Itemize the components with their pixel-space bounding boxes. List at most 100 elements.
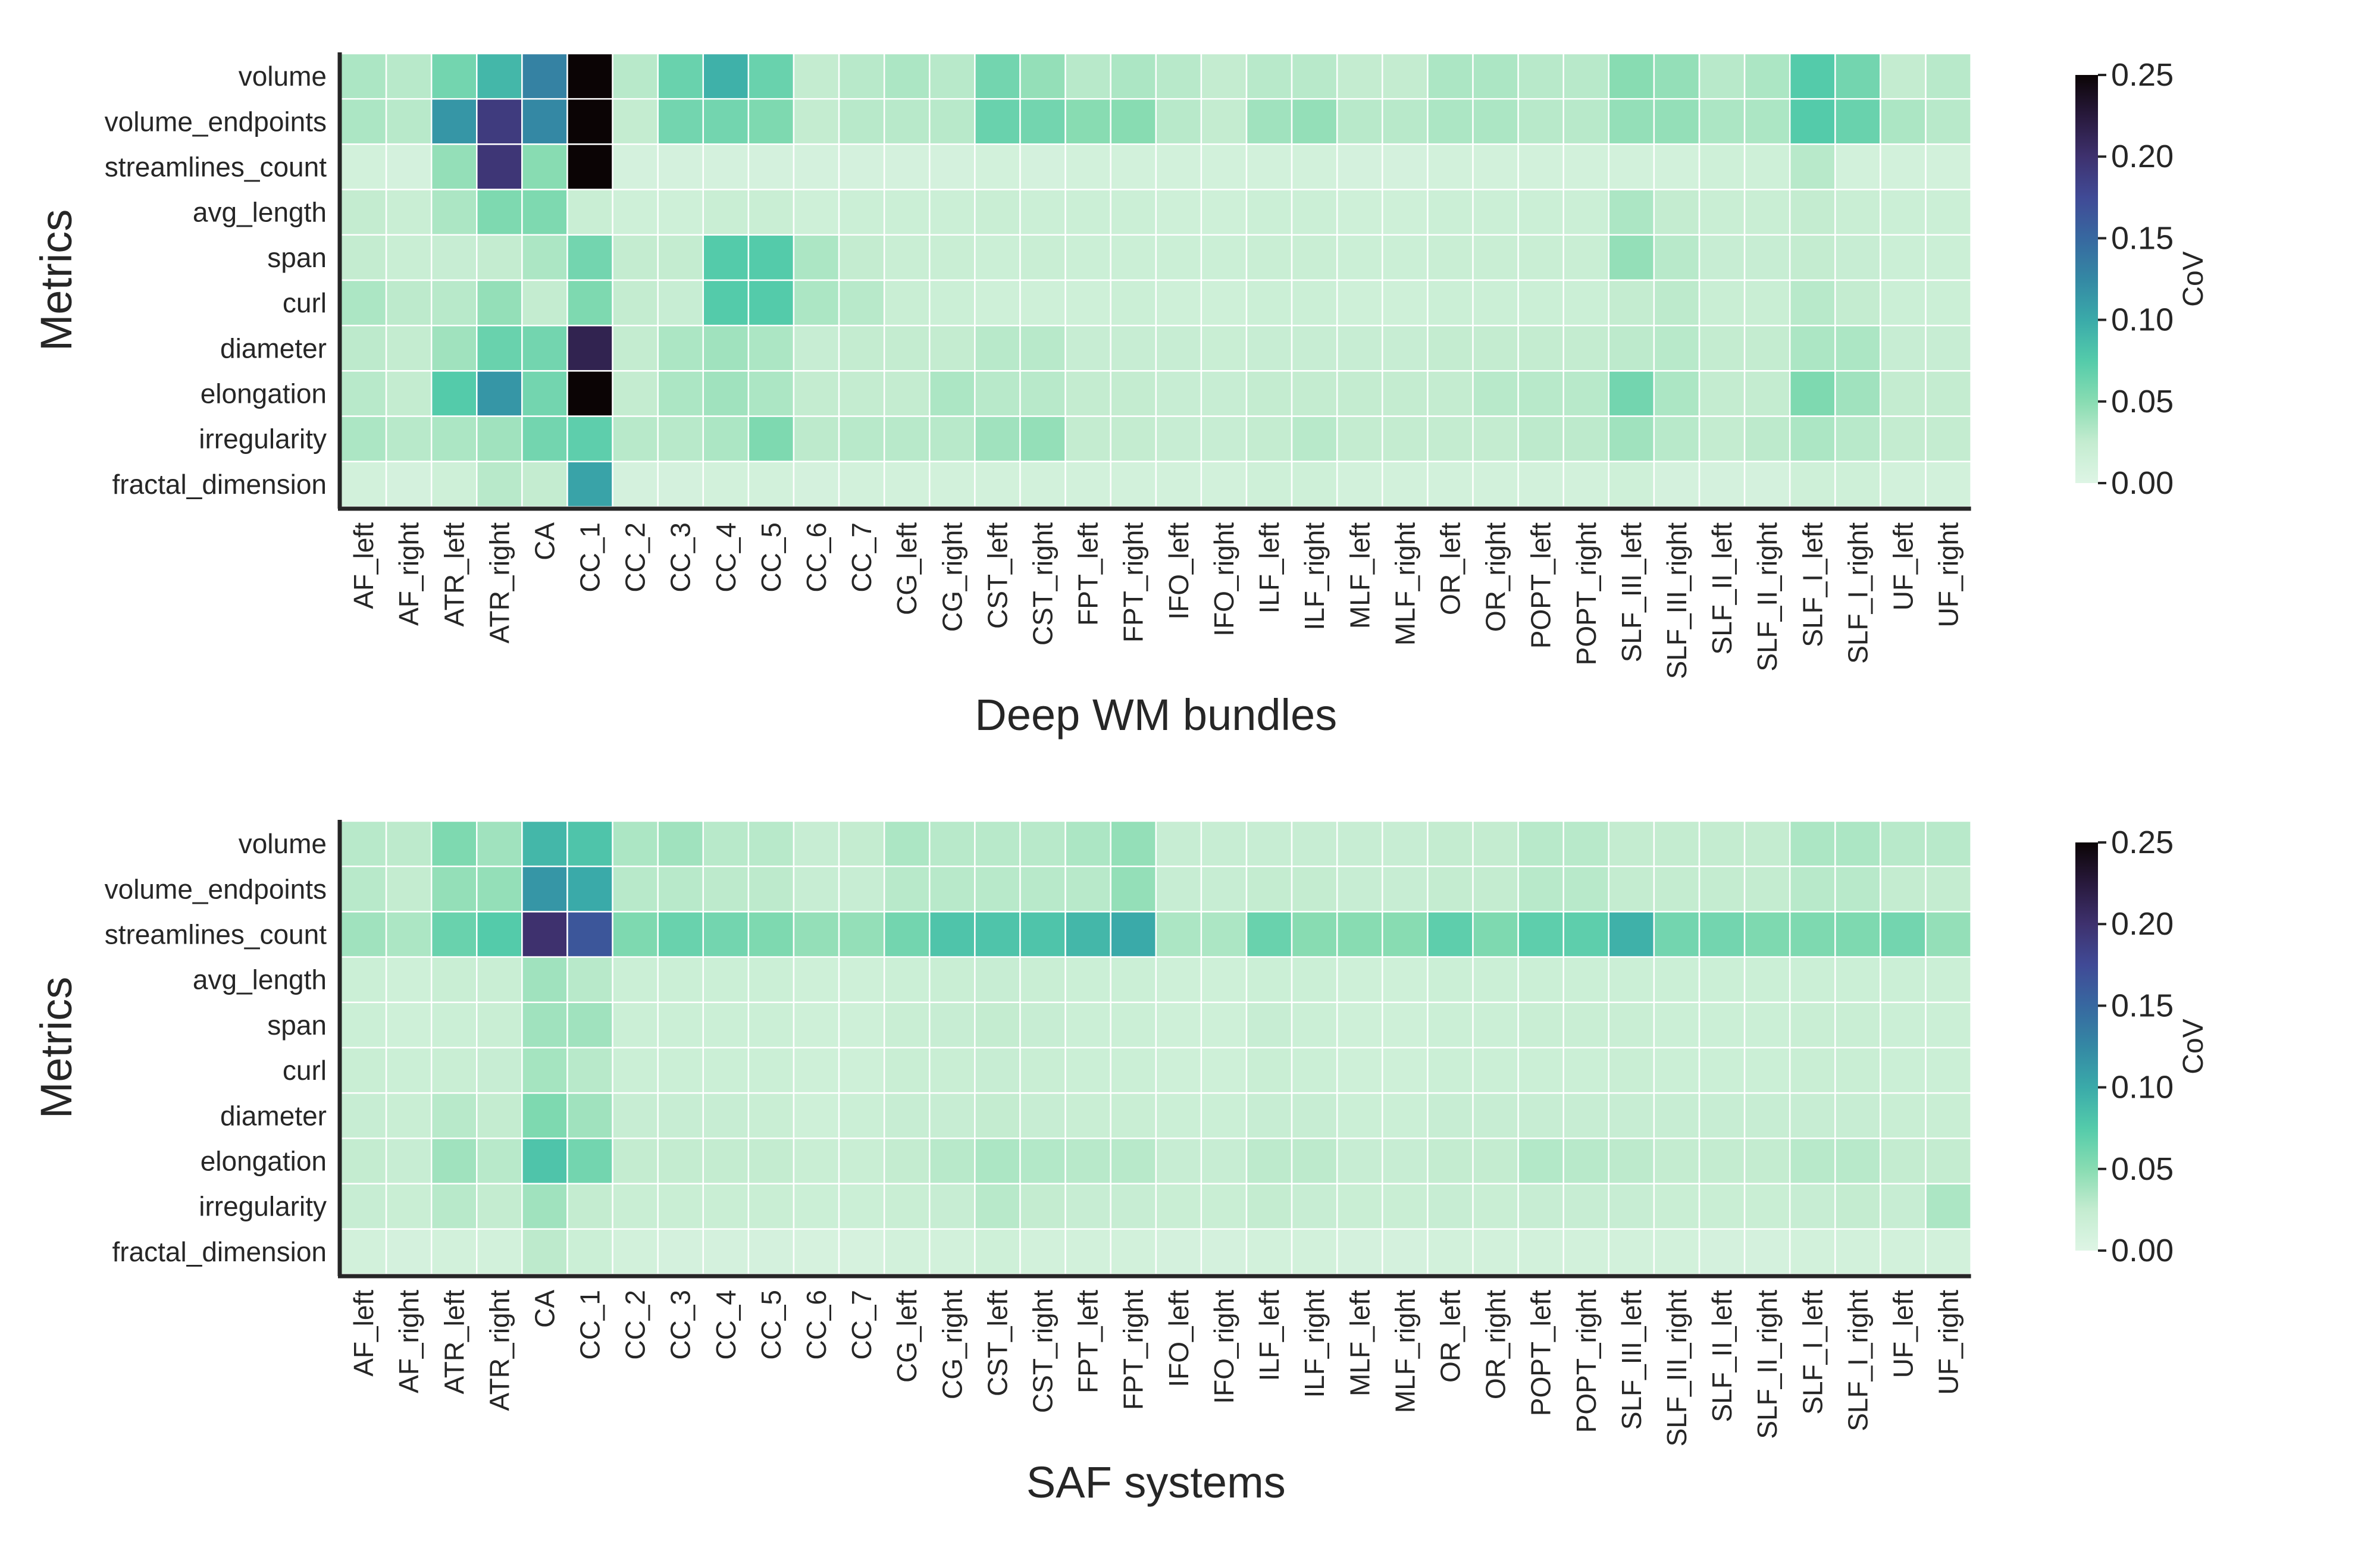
heatmap-cell: fractal_dimension / POPT_left: 0.012: [1517, 1228, 1564, 1276]
heatmap-cell: curl / SLF_III_left: 0.025: [1608, 279, 1655, 327]
heatmap-cell: volume_endpoints / POPT_left: 0.03: [1517, 98, 1564, 145]
x-tick-label: CA: [529, 1290, 560, 1328]
heatmap-cell: volume_endpoints / SLF_II_right: 0.025: [1743, 865, 1791, 913]
heatmap-cell: streamlines_count / FPT_left: 0.09: [1064, 911, 1111, 958]
heatmap-cell: volume / SLF_III_right: 0.045: [1653, 52, 1701, 100]
x-tick-label: AF_left: [348, 1290, 379, 1377]
heatmap-cell: fractal_dimension / POPT_right: 0.012: [1562, 460, 1610, 508]
heatmap-cell: fractal_dimension / SLF_I_left: 0.012: [1789, 1228, 1836, 1276]
heatmap-cell: curl / UF_right: 0.018: [1925, 279, 1972, 327]
heatmap-cell: irregularity / ILF_left: 0.025: [1245, 1183, 1293, 1230]
heatmap-cell: fractal_dimension / CC_7: 0.012: [838, 460, 885, 508]
heatmap-cell: volume / SLF_I_left: 0.075: [1789, 52, 1836, 100]
heatmap-cell: streamlines_count / ILF_left: 0.065: [1245, 911, 1293, 958]
heatmap-cell: irregularity / OR_left: 0.022: [1427, 1183, 1474, 1230]
heatmap-cell: elongation / ATR_left: 0.04: [430, 1138, 478, 1185]
colorbar-tick-label: 0.20: [2111, 906, 2174, 942]
heatmap-cell: fractal_dimension / CST_left: 0.012: [974, 460, 1021, 508]
heatmap-cell: span / POPT_left: 0.02: [1517, 234, 1564, 281]
heatmap-cell: elongation / ATR_right: 0.03: [476, 1138, 523, 1185]
heatmap-cell: fractal_dimension / MLF_left: 0.012: [1336, 460, 1383, 508]
heatmap-cell: elongation / SLF_I_left: 0.055: [1789, 370, 1836, 417]
x-tick-label: OR_left: [1435, 1290, 1465, 1383]
y-tick-label: irregularity: [199, 424, 327, 455]
heatmap-cell: elongation / IFO_right: 0.022: [1200, 1138, 1248, 1185]
heatmap-cell: avg_length / CA: 0.055: [521, 189, 568, 236]
heatmap-cell: avg_length / FPT_left: 0.018: [1064, 956, 1111, 1004]
heatmap-cell: curl / CC_2: 0.018: [612, 1047, 659, 1094]
heatmap-cell: irregularity / UF_right: 0.025: [1925, 415, 1972, 463]
heatmap-cell: volume_endpoints / MLF_right: 0.022: [1382, 865, 1429, 913]
heatmap-cell: volume_endpoints / AF_left: 0.035: [340, 98, 387, 145]
heatmap-cell: volume / IFO_right: 0.025: [1200, 52, 1248, 100]
heatmap-cell: span / UF_right: 0.018: [1925, 1001, 1972, 1049]
heatmap-cell: irregularity / OR_left: 0.025: [1427, 415, 1474, 463]
x-tick-label: UF_right: [1933, 522, 1964, 628]
heatmap-cell: volume / ILF_right: 0.03: [1291, 52, 1338, 100]
heatmap-cell: fractal_dimension / UF_left: 0.012: [1880, 1228, 1927, 1276]
x-tick-label: CC_1: [575, 1290, 606, 1360]
heatmap-cell: span / CC_4: 0.018: [702, 1001, 750, 1049]
heatmap-cell: diameter / OR_left: 0.022: [1427, 1092, 1474, 1139]
heatmap-cell: span / CST_right: 0.02: [1019, 234, 1066, 281]
heatmap-cell: volume / SLF_III_right: 0.025: [1653, 820, 1701, 867]
heatmap-cell: curl / CC_5: 0.018: [747, 1047, 795, 1094]
heatmap-cell: curl / ATR_left: 0.02: [430, 1047, 478, 1094]
heatmap-cell: irregularity / CG_right: 0.022: [929, 1183, 976, 1230]
heatmap-cell: span / SLF_III_left: 0.045: [1608, 234, 1655, 281]
heatmap-cell: irregularity / MLF_right: 0.025: [1382, 415, 1429, 463]
x-tick-label: IFO_right: [1208, 522, 1239, 637]
heatmap-cell: volume / CC_3: 0.04: [657, 820, 704, 867]
heatmap-cell: span / OR_left: 0.02: [1427, 234, 1474, 281]
heatmap-cell: streamlines_count / ATR_left: 0.065: [430, 911, 478, 958]
heatmap-cell: volume / POPT_left: 0.03: [1517, 52, 1564, 100]
x-tick-label: UF_right: [1933, 1290, 1964, 1395]
heatmap-cell: span / AF_left: 0.018: [340, 1001, 387, 1049]
heatmap-cell: avg_length / POPT_right: 0.018: [1562, 956, 1610, 1004]
heatmap-cell: curl / OR_right: 0.018: [1472, 279, 1519, 327]
heatmap-cell: volume / IFO_left: 0.03: [1155, 52, 1202, 100]
heatmap-cell: curl / POPT_left: 0.018: [1517, 1047, 1564, 1094]
heatmap-cell: fractal_dimension / CC_4: 0.01: [702, 1228, 750, 1276]
heatmap-cell: volume_endpoints / MLF_right: 0.03: [1382, 98, 1429, 145]
heatmap-cell: elongation / CC_7: 0.02: [838, 1138, 885, 1185]
x-tick-label: SLF_I_left: [1797, 522, 1828, 647]
heatmap-cell: streamlines_count / CC_7: 0.045: [838, 911, 885, 958]
heatmap-cell: span / AF_right: 0.015: [385, 1001, 433, 1049]
heatmap-cell: irregularity / SLF_III_right: 0.03: [1653, 415, 1701, 463]
heatmap-cell: avg_length / SLF_III_right: 0.018: [1653, 956, 1701, 1004]
heatmap-cell: fractal_dimension / UF_right: 0.012: [1925, 460, 1972, 508]
x-tick-label: CC_1: [575, 522, 606, 593]
heatmap-cell: avg_length / CC_7: 0.015: [838, 956, 885, 1004]
heatmap-cell: diameter / CC_1: 0.04: [566, 1092, 613, 1139]
heatmap-cell: streamlines_count / FPT_right: 0.1: [1110, 911, 1157, 958]
heatmap-cell: span / CC_1: 0.04: [566, 1001, 613, 1049]
heatmap-cell: volume / CST_left: 0.06: [974, 52, 1021, 100]
heatmap-cell: volume_endpoints / CC_1: 0.25: [566, 98, 613, 145]
y-tick-label: curl: [283, 1055, 327, 1086]
heatmap-cell: volume_endpoints / SLF_II_right: 0.035: [1743, 98, 1791, 145]
heatmap-cell: volume / CG_left: 0.035: [883, 820, 931, 867]
heatmap-cell: streamlines_count / CC_2: 0.055: [612, 911, 659, 958]
heatmap-cell: span / UF_left: 0.018: [1880, 1001, 1927, 1049]
heatmap-cell: span / CC_4: 0.075: [702, 234, 750, 281]
heatmap-cell: irregularity / SLF_I_left: 0.035: [1789, 415, 1836, 463]
heatmap-cell: span / CST_left: 0.025: [974, 1001, 1021, 1049]
heatmap-cell: span / SLF_II_left: 0.018: [1698, 1001, 1746, 1049]
heatmap-cell: fractal_dimension / CC_2: 0.01: [612, 460, 659, 508]
heatmap-cell: volume_endpoints / CC_2: 0.03: [612, 865, 659, 913]
heatmap-cell: fractal_dimension / CC_6: 0.008: [793, 1228, 840, 1276]
heatmap-cell: curl / FPT_right: 0.018: [1110, 279, 1157, 327]
heatmap-cell: elongation / OR_right: 0.03: [1472, 370, 1519, 417]
heatmap-cell: streamlines_count / CST_right: 0.01: [1019, 143, 1066, 190]
heatmap-cell: irregularity / SLF_II_right: 0.02: [1743, 1183, 1791, 1230]
heatmap-cell: volume / OR_left: 0.025: [1427, 820, 1474, 867]
heatmap-cell: avg_length / UF_right: 0.018: [1925, 189, 1972, 236]
heatmap-cell: streamlines_count / ILF_right: 0.012: [1291, 143, 1338, 190]
heatmap-cell: elongation / ATR_left: 0.075: [430, 370, 478, 417]
heatmap-cell: avg_length / AF_right: 0.015: [385, 956, 433, 1004]
heatmap-cell: fractal_dimension / CC_3: 0.01: [657, 1228, 704, 1276]
heatmap-cell: curl / CC_7: 0.015: [838, 1047, 885, 1094]
heatmap-cell: elongation / UF_right: 0.025: [1925, 1138, 1972, 1185]
heatmap-cell: volume_endpoints / OR_right: 0.035: [1472, 98, 1519, 145]
